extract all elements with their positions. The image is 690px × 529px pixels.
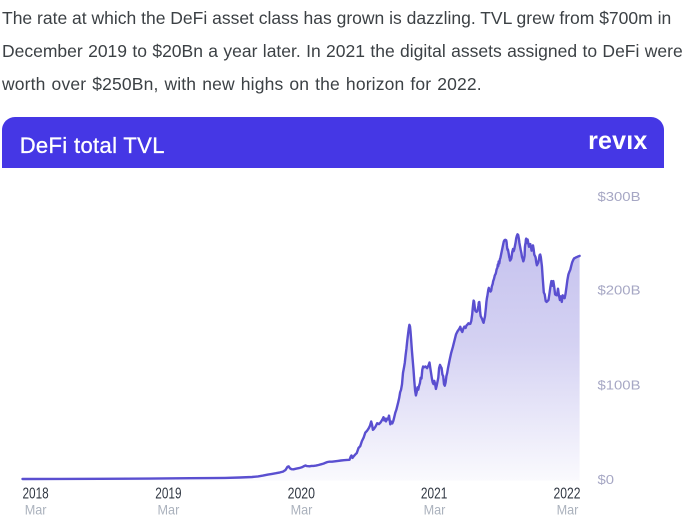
svg-text:2018: 2018 <box>23 485 49 502</box>
svg-text:2019: 2019 <box>155 485 181 502</box>
svg-text:Mar: Mar <box>557 501 579 517</box>
svg-text:Mar: Mar <box>158 501 180 517</box>
svg-text:$0: $0 <box>598 472 615 487</box>
svg-text:$100B: $100B <box>598 377 641 392</box>
svg-text:$200B: $200B <box>598 283 641 298</box>
svg-text:2020: 2020 <box>288 485 316 502</box>
svg-text:2022: 2022 <box>554 485 581 502</box>
svg-text:$300B: $300B <box>598 189 641 204</box>
svg-text:2021: 2021 <box>421 485 447 502</box>
svg-text:Mar: Mar <box>291 501 313 517</box>
svg-text:Mar: Mar <box>25 501 47 517</box>
svg-text:Mar: Mar <box>424 501 446 517</box>
